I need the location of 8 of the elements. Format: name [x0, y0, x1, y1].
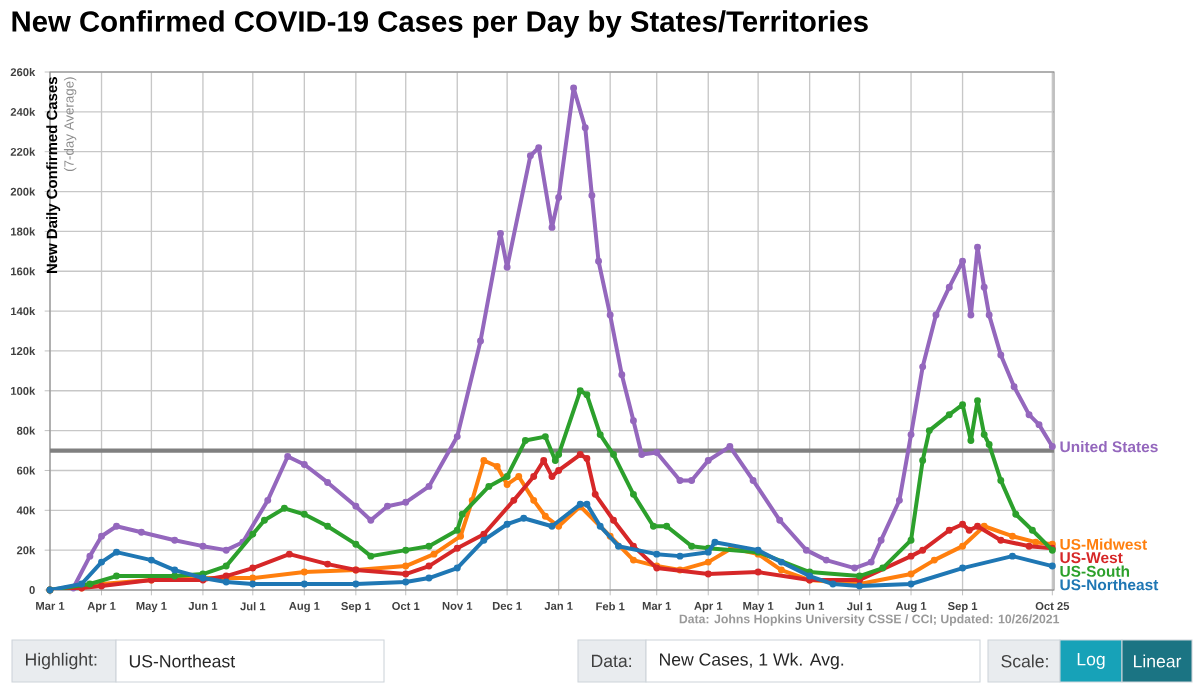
text: Linear [1134, 654, 1182, 668]
text: New Cases, 1 Wk. Avg. [660, 652, 844, 670]
text: US-Northeast [129, 654, 236, 668]
text: Scale: [1001, 654, 1048, 668]
text: Log [1077, 653, 1105, 669]
text: Data: [592, 654, 632, 668]
text: Highlight: [26, 652, 97, 670]
chart-title: New Confirmed COVID-19 Cases per Day by States/Territories [12, 10, 868, 38]
